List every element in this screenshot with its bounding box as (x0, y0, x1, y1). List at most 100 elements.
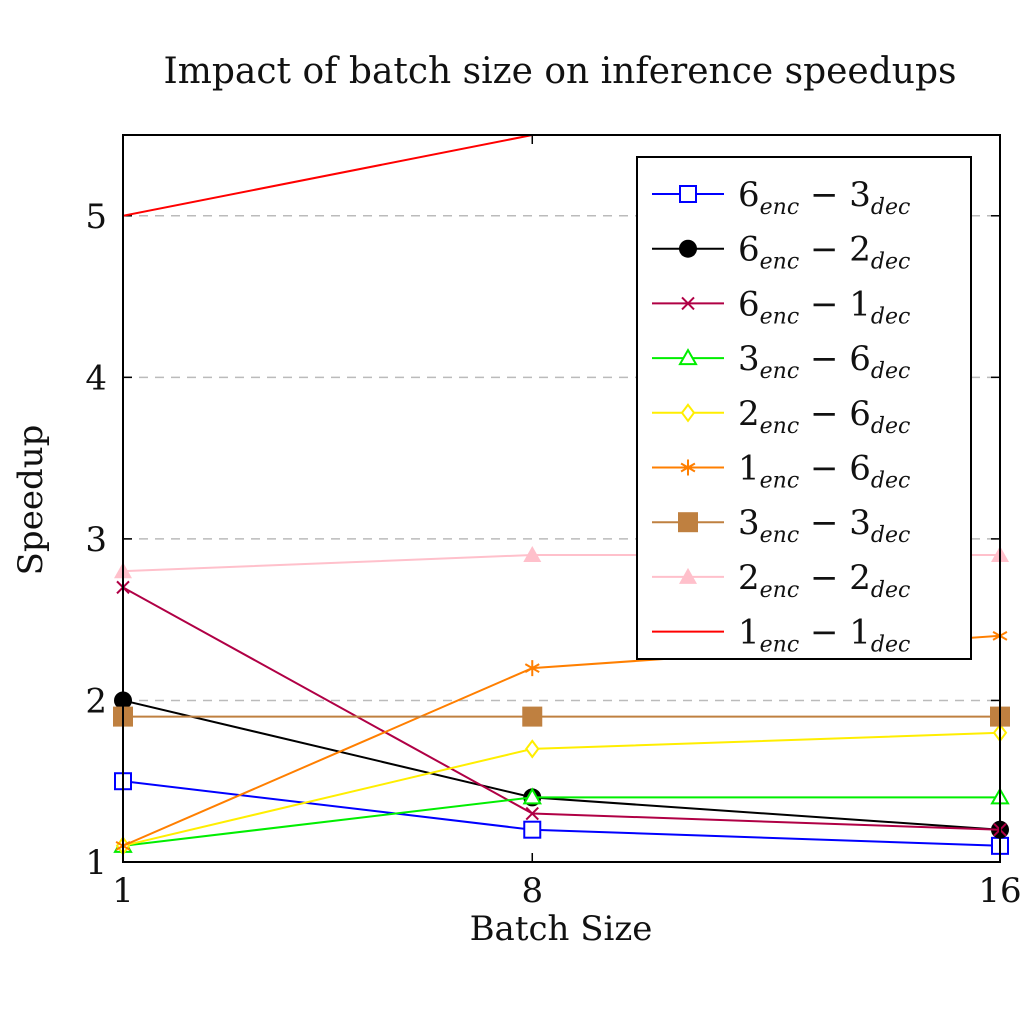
legend-label-part: 6 (738, 230, 760, 270)
legend-label: 1enc − 6dec (738, 449, 910, 494)
series-line (122, 699, 1001, 831)
legend-marker (678, 512, 698, 533)
legend-label-part: dec (871, 414, 910, 439)
legend-label-part: − (799, 339, 849, 379)
legend-label-part: 2 (738, 394, 760, 434)
legend-label: 6enc − 3dec (738, 175, 910, 220)
legend-label-part: dec (871, 578, 910, 603)
legend-label-part: dec (871, 304, 910, 329)
y-tick-label: 5 (85, 197, 107, 237)
legend-marker (680, 403, 696, 423)
legend-label-part: dec (871, 523, 910, 548)
legend-label-part: − (799, 230, 849, 270)
legend-label-part: enc (760, 250, 800, 275)
legend-label-part: 1 (849, 284, 871, 324)
legend-label-part: − (799, 394, 849, 434)
series-5 (115, 627, 1008, 854)
y-tick-label: 4 (85, 358, 107, 398)
y-tick-label: 3 (85, 520, 107, 560)
data-point (524, 660, 540, 677)
legend-label-part: 6 (738, 175, 760, 215)
legend-label-part: 2 (849, 230, 871, 270)
x-tick-label: 8 (521, 871, 543, 911)
legend-entry-3: 3enc − 6dec (652, 339, 910, 384)
data-point (525, 806, 539, 821)
legend-label-part: 6 (849, 449, 871, 489)
legend-label-part: enc (760, 414, 800, 439)
legend-label-part: 1 (738, 449, 760, 489)
legend-label-part: − (799, 503, 849, 543)
legend-label-part: dec (871, 250, 910, 275)
series-4 (115, 723, 1008, 856)
legend-label-part: dec (871, 195, 910, 220)
y-tick-label: 1 (85, 843, 107, 883)
legend-entry-6: 3enc − 3dec (652, 503, 910, 548)
legend-label: 2enc − 2dec (738, 558, 910, 603)
legend-label-part: 6 (849, 394, 871, 434)
x-tick-label: 1 (112, 871, 134, 911)
data-point (522, 706, 543, 727)
legend-label-part: enc (760, 359, 800, 384)
legend-label: 6enc − 2dec (738, 230, 910, 275)
series-6 (113, 706, 1010, 727)
legend-entry-7: 2enc − 2dec (652, 558, 910, 603)
legend-label-part: − (799, 449, 849, 489)
legend-label-part: 3 (738, 503, 760, 543)
legend-marker (680, 459, 696, 476)
data-point (525, 739, 540, 759)
legend-label-part: enc (760, 523, 800, 548)
legend-label-part: dec (871, 359, 910, 384)
legend-label-part: 2 (849, 558, 871, 598)
series-2 (116, 580, 1007, 837)
legend-label-part: − (799, 284, 849, 324)
legend-label-part: enc (760, 578, 800, 603)
legend-label-part: 3 (738, 339, 760, 379)
legend-label-part: enc (760, 304, 800, 329)
legend-label: 6enc − 1dec (738, 284, 910, 329)
legend-label-part: enc (760, 633, 800, 658)
legend-label-part: 3 (849, 503, 871, 543)
legend-marker (679, 239, 697, 258)
legend-entry-2: 6enc − 1dec (652, 284, 910, 329)
legend-label-part: 1 (738, 613, 760, 653)
plot-frame (122, 134, 1001, 863)
legend-marker (681, 296, 695, 311)
legend-label-part: 2 (738, 558, 760, 598)
legend-label-part: 3 (849, 175, 871, 215)
legend-label: 1enc − 1dec (738, 613, 910, 658)
series-0 (114, 772, 1009, 855)
legend-label-part: enc (760, 469, 800, 494)
legend-label-part: − (799, 558, 849, 598)
x-tick-label: 16 (978, 871, 1021, 911)
legend-entry-1: 6enc − 2dec (652, 230, 910, 275)
y-axis-label: Speedup (11, 425, 51, 576)
legend-label: 3enc − 3dec (738, 503, 910, 548)
legend-label-part: dec (871, 469, 910, 494)
data-point (523, 546, 542, 563)
legend-label-part: enc (760, 195, 800, 220)
data-point (522, 787, 542, 805)
legend-label-part: − (799, 175, 849, 215)
legend-marker (679, 185, 697, 203)
series-line (122, 780, 1001, 847)
legend-label-part: 6 (738, 284, 760, 324)
legend-marker (679, 567, 697, 584)
chart-title: Impact of batch size on inference speedu… (164, 51, 957, 92)
legend-entry-0: 6enc − 3dec (652, 175, 910, 220)
legend-entry-5: 1enc − 6dec (652, 449, 910, 494)
grid-lines (123, 215, 1000, 702)
legend-label: 3enc − 6dec (738, 339, 910, 384)
legend-entry-4: 2enc − 6dec (652, 394, 910, 439)
legend-label-part: − (799, 613, 849, 653)
legend-frame (636, 156, 972, 660)
legend-label-part: dec (871, 633, 910, 658)
legend-entry-8: 1enc − 1dec (652, 613, 910, 658)
legend-label-part: 6 (849, 339, 871, 379)
legend-label: 2enc − 6dec (738, 394, 910, 439)
legend-marker (678, 348, 698, 366)
x-axis-label: Batch Size (470, 909, 653, 949)
y-tick-label: 2 (85, 681, 107, 721)
data-point (523, 820, 542, 839)
